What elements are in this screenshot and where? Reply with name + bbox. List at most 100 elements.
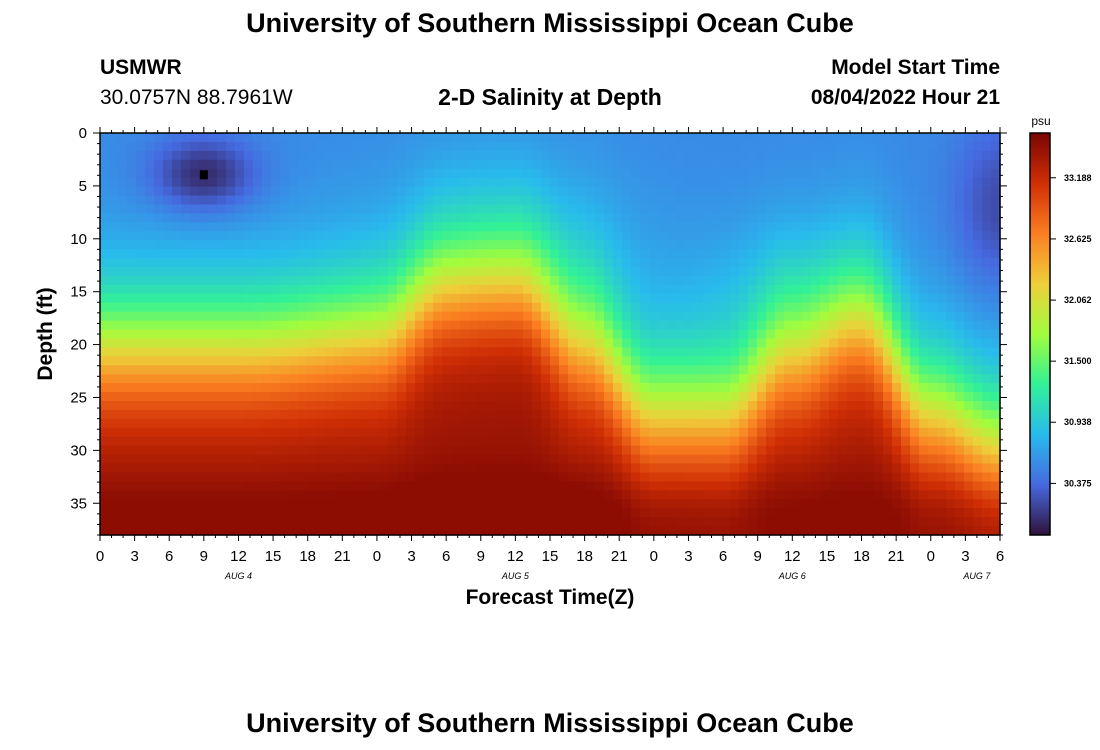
heatmap-cell — [595, 472, 605, 482]
heatmap-cell — [892, 490, 902, 500]
heatmap-cell — [856, 490, 866, 500]
heatmap-cell — [208, 249, 218, 259]
heatmap-cell — [307, 222, 317, 232]
heatmap-cell — [568, 195, 578, 206]
heatmap-cell — [676, 383, 686, 393]
heatmap-cell — [271, 401, 281, 411]
heatmap-cell — [946, 311, 956, 322]
heatmap-cell — [532, 329, 542, 340]
heatmap-cell — [208, 401, 218, 411]
heatmap-cell — [964, 240, 974, 250]
heatmap-cell — [334, 392, 344, 402]
heatmap-cell — [280, 499, 290, 509]
heatmap-cell — [406, 481, 416, 491]
heatmap-cell — [973, 240, 983, 250]
heatmap-cell — [235, 463, 245, 474]
heatmap-cell — [730, 186, 740, 197]
heatmap-cell — [514, 150, 524, 161]
heatmap-cell — [604, 409, 614, 420]
date-labels: AUG 4 AUG 5 AUG 6 AUG 7 — [224, 571, 991, 581]
heatmap-cell — [199, 526, 209, 536]
heatmap-cell — [685, 159, 695, 170]
heatmap-cell — [667, 320, 677, 331]
heatmap-cell — [370, 159, 380, 170]
heatmap-cell — [478, 347, 488, 357]
heatmap-cell — [928, 186, 938, 197]
heatmap-cell — [757, 508, 767, 518]
heatmap-cell — [217, 347, 227, 357]
heatmap-cell — [856, 499, 866, 509]
heatmap-cell — [145, 445, 155, 456]
heatmap-cell — [622, 347, 632, 357]
heatmap-cell — [343, 213, 353, 223]
heatmap-cell — [811, 267, 821, 277]
heatmap-cell — [388, 329, 398, 340]
heatmap-cell — [820, 267, 830, 277]
heatmap-cell — [982, 168, 992, 179]
heatmap-cell — [109, 258, 119, 268]
heatmap-cell — [721, 409, 731, 420]
heatmap-cell — [253, 490, 263, 500]
heatmap-cell — [145, 517, 155, 527]
heatmap-cell — [550, 463, 560, 474]
heatmap-cell — [730, 204, 740, 214]
heatmap-cell — [496, 293, 506, 304]
heatmap-cell — [379, 195, 389, 206]
heatmap-cell — [586, 159, 596, 170]
heatmap-cell — [442, 186, 452, 197]
heatmap-cell — [757, 293, 767, 304]
heatmap-cell — [343, 454, 353, 465]
heatmap-cell — [703, 436, 713, 447]
heatmap-cell — [505, 436, 515, 447]
heatmap-cell — [694, 401, 704, 411]
heatmap-cell — [874, 141, 884, 152]
heatmap-cell — [793, 168, 803, 179]
heatmap-cell — [892, 418, 902, 429]
heatmap-cell — [937, 302, 947, 313]
heatmap-cell — [955, 141, 965, 152]
heatmap-cell — [622, 320, 632, 331]
heatmap-cell — [109, 401, 119, 411]
heatmap-cell — [226, 186, 236, 197]
heatmap-cell — [946, 195, 956, 206]
heatmap-cell — [910, 427, 920, 438]
heatmap-cell — [226, 275, 236, 286]
heatmap-cell — [973, 159, 983, 170]
heatmap-cell — [217, 401, 227, 411]
heatmap-cell — [802, 320, 812, 331]
heatmap-cell — [514, 213, 524, 223]
heatmap-cell — [478, 213, 488, 223]
heatmap-cell — [235, 383, 245, 393]
heatmap-cell — [406, 186, 416, 197]
heatmap-cell — [145, 267, 155, 277]
heatmap-cell — [595, 159, 605, 170]
heatmap-cell — [775, 186, 785, 197]
heatmap-cell — [865, 267, 875, 277]
heatmap-cell — [667, 293, 677, 304]
heatmap-cell — [100, 177, 110, 188]
heatmap-cell — [424, 356, 434, 366]
heatmap-cell — [622, 356, 632, 366]
heatmap-cell — [982, 526, 992, 536]
heatmap-cell — [442, 258, 452, 268]
heatmap-cell — [631, 347, 641, 357]
heatmap-cell — [253, 392, 263, 402]
heatmap-cell — [721, 168, 731, 179]
heatmap-cell — [739, 195, 749, 206]
heatmap-cell — [820, 222, 830, 232]
heatmap-cell — [865, 499, 875, 509]
heatmap-cell — [622, 329, 632, 340]
heatmap-cell — [460, 401, 470, 411]
heatmap-cell — [226, 150, 236, 161]
heatmap-cell — [397, 338, 407, 348]
heatmap-cell — [136, 195, 146, 206]
heatmap-cell — [757, 499, 767, 509]
heatmap-cell — [865, 374, 875, 384]
heatmap-cell — [271, 240, 281, 250]
heatmap-cell — [208, 311, 218, 322]
heatmap-cell — [937, 409, 947, 420]
heatmap-cell — [388, 284, 398, 295]
heatmap-cell — [892, 401, 902, 411]
heatmap-cell — [829, 159, 839, 170]
heatmap-cell — [370, 186, 380, 197]
